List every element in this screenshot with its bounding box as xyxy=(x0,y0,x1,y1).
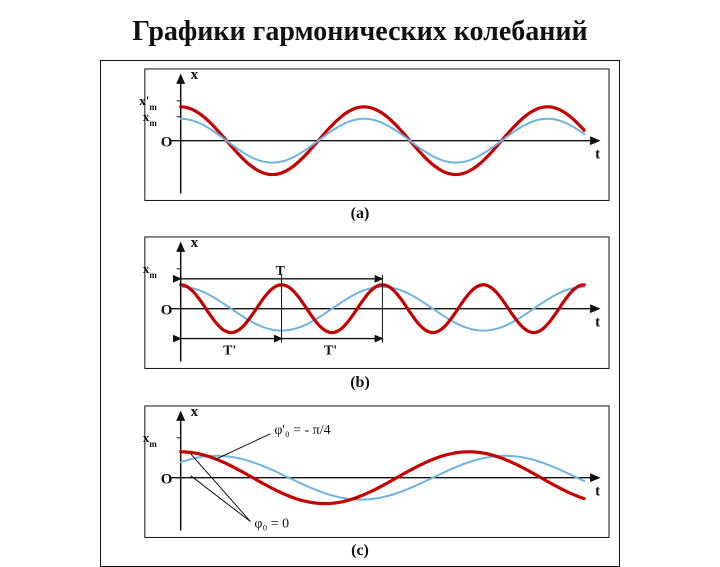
svg-text:x: x xyxy=(191,235,199,251)
svg-text:x: x xyxy=(191,67,199,83)
chart-a: xtOx'mxm xyxy=(101,61,619,205)
chart-b: xtOxmTT'T' xyxy=(101,229,619,373)
svg-text:φ₀ = 0: φ₀ = 0 xyxy=(254,516,289,531)
svg-text:T: T xyxy=(276,264,286,279)
panel-a: xtOx'mxm (a) xyxy=(101,61,619,223)
slide: Графики гармонических колебаний xtOx'mxm… xyxy=(0,0,720,540)
svg-text:O: O xyxy=(161,135,173,151)
svg-text:O: O xyxy=(161,472,173,488)
panel-c-label: (c) xyxy=(101,542,619,560)
panel-c: xtOxmφ'₀ = - π/4φ₀ = 0 (c) xyxy=(101,398,619,560)
panel-a-label: (a) xyxy=(101,205,619,223)
panel-b-label: (b) xyxy=(101,374,619,392)
svg-text:O: O xyxy=(161,303,173,319)
svg-text:t: t xyxy=(595,315,600,331)
svg-text:t: t xyxy=(595,147,600,163)
chart-c: xtOxmφ'₀ = - π/4φ₀ = 0 xyxy=(101,398,619,542)
svg-text:φ'₀ = - π/4: φ'₀ = - π/4 xyxy=(274,423,330,438)
svg-text:x: x xyxy=(191,404,199,420)
panel-b: xtOxmTT'T' (b) xyxy=(101,229,619,391)
svg-text:T': T' xyxy=(324,344,337,359)
svg-text:T': T' xyxy=(223,344,236,359)
svg-text:t: t xyxy=(595,483,600,499)
figure-frame: xtOx'mxm (a) xtOxmTT'T' (b) xtOxmφ'₀ = -… xyxy=(100,60,620,567)
page-title: Графики гармонических колебаний xyxy=(0,16,720,48)
